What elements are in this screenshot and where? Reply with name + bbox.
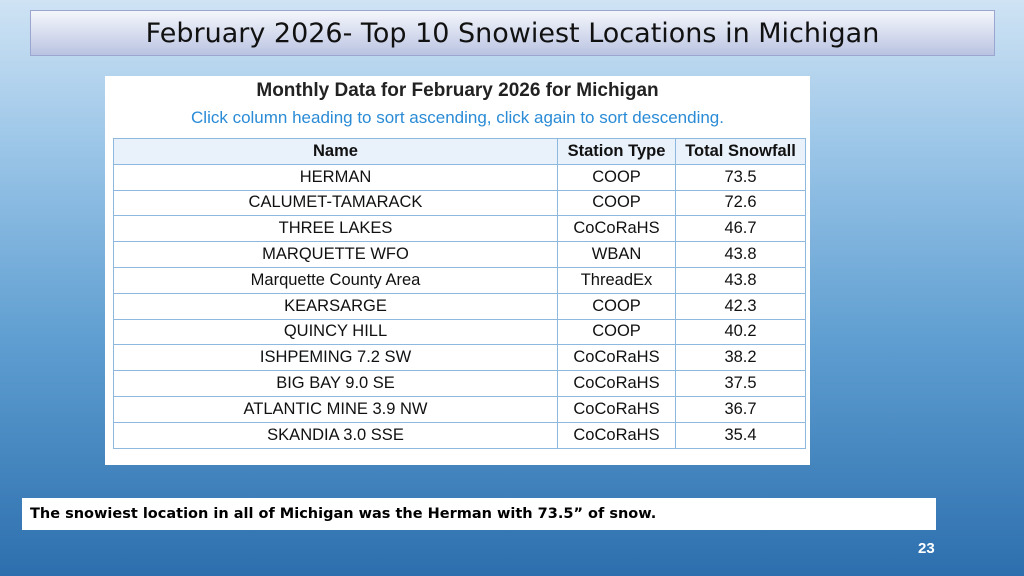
cell-station-type: CoCoRaHS: [557, 215, 676, 243]
header-total-snowfall[interactable]: Total Snowfall: [675, 138, 806, 165]
cell-name: BIG BAY 9.0 SE: [113, 370, 558, 397]
cell-total-snowfall: 43.8: [675, 241, 806, 268]
table-row: BIG BAY 9.0 SE CoCoRaHS 37.5: [113, 370, 806, 397]
table-row: CALUMET-TAMARACK COOP 72.6: [113, 189, 806, 217]
table-row: KEARSARGE COOP 42.3: [113, 292, 806, 320]
header-name[interactable]: Name: [113, 138, 558, 165]
slide-title: February 2026- Top 10 Snowiest Locations…: [145, 17, 880, 49]
panel-heading: Monthly Data for February 2026 for Michi…: [256, 80, 659, 101]
cell-total-snowfall: 73.5: [675, 163, 806, 191]
table-row: THREE LAKES CoCoRaHS 46.7: [113, 215, 806, 243]
cell-name: Marquette County Area: [113, 266, 558, 294]
cell-total-snowfall: 35.4: [675, 421, 806, 449]
cell-name: THREE LAKES: [113, 215, 558, 243]
table-row: MARQUETTE WFO WBAN 43.8: [113, 241, 806, 268]
table-row: ISHPEMING 7.2 SW CoCoRaHS 38.2: [113, 344, 806, 372]
cell-name: QUINCY HILL: [113, 318, 558, 346]
table-row: Marquette County Area ThreadEx 43.8: [113, 266, 806, 294]
table-row: QUINCY HILL COOP 40.2: [113, 318, 806, 346]
cell-name: HERMAN: [113, 163, 558, 191]
summary-caption: The snowiest location in all of Michigan…: [22, 498, 936, 530]
cell-total-snowfall: 43.8: [675, 266, 806, 294]
cell-total-snowfall: 46.7: [675, 215, 806, 243]
page-number: 23: [918, 540, 935, 557]
cell-total-snowfall: 36.7: [675, 395, 806, 423]
table-row: ATLANTIC MINE 3.9 NW CoCoRaHS 36.7: [113, 395, 806, 423]
cell-station-type: CoCoRaHS: [557, 395, 676, 423]
cell-name: KEARSARGE: [113, 292, 558, 320]
cell-station-type: COOP: [557, 318, 676, 346]
data-panel: Monthly Data for February 2026 for Michi…: [105, 76, 810, 465]
cell-station-type: COOP: [557, 292, 676, 320]
cell-station-type: CoCoRaHS: [557, 421, 676, 449]
sort-instructions: Click column heading to sort ascending, …: [191, 108, 724, 127]
cell-total-snowfall: 40.2: [675, 318, 806, 346]
cell-station-type: COOP: [557, 189, 676, 217]
cell-station-type: CoCoRaHS: [557, 370, 676, 397]
cell-station-type: WBAN: [557, 241, 676, 268]
cell-station-type: ThreadEx: [557, 266, 676, 294]
snowfall-table: Name Station Type Total Snowfall HERMAN …: [113, 138, 806, 449]
caption-text: The snowiest location in all of Michigan…: [30, 506, 657, 522]
cell-total-snowfall: 42.3: [675, 292, 806, 320]
cell-station-type: CoCoRaHS: [557, 344, 676, 372]
slide-title-bar: February 2026- Top 10 Snowiest Locations…: [30, 10, 995, 56]
table-header-row: Name Station Type Total Snowfall: [113, 138, 806, 165]
table-row: HERMAN COOP 73.5: [113, 163, 806, 191]
cell-name: CALUMET-TAMARACK: [113, 189, 558, 217]
header-station-type[interactable]: Station Type: [557, 138, 676, 165]
table-row: SKANDIA 3.0 SSE CoCoRaHS 35.4: [113, 421, 806, 449]
cell-name: ISHPEMING 7.2 SW: [113, 344, 558, 372]
cell-name: MARQUETTE WFO: [113, 241, 558, 268]
cell-station-type: COOP: [557, 163, 676, 191]
cell-total-snowfall: 72.6: [675, 189, 806, 217]
cell-name: ATLANTIC MINE 3.9 NW: [113, 395, 558, 423]
cell-name: SKANDIA 3.0 SSE: [113, 421, 558, 449]
cell-total-snowfall: 38.2: [675, 344, 806, 372]
cell-total-snowfall: 37.5: [675, 370, 806, 397]
